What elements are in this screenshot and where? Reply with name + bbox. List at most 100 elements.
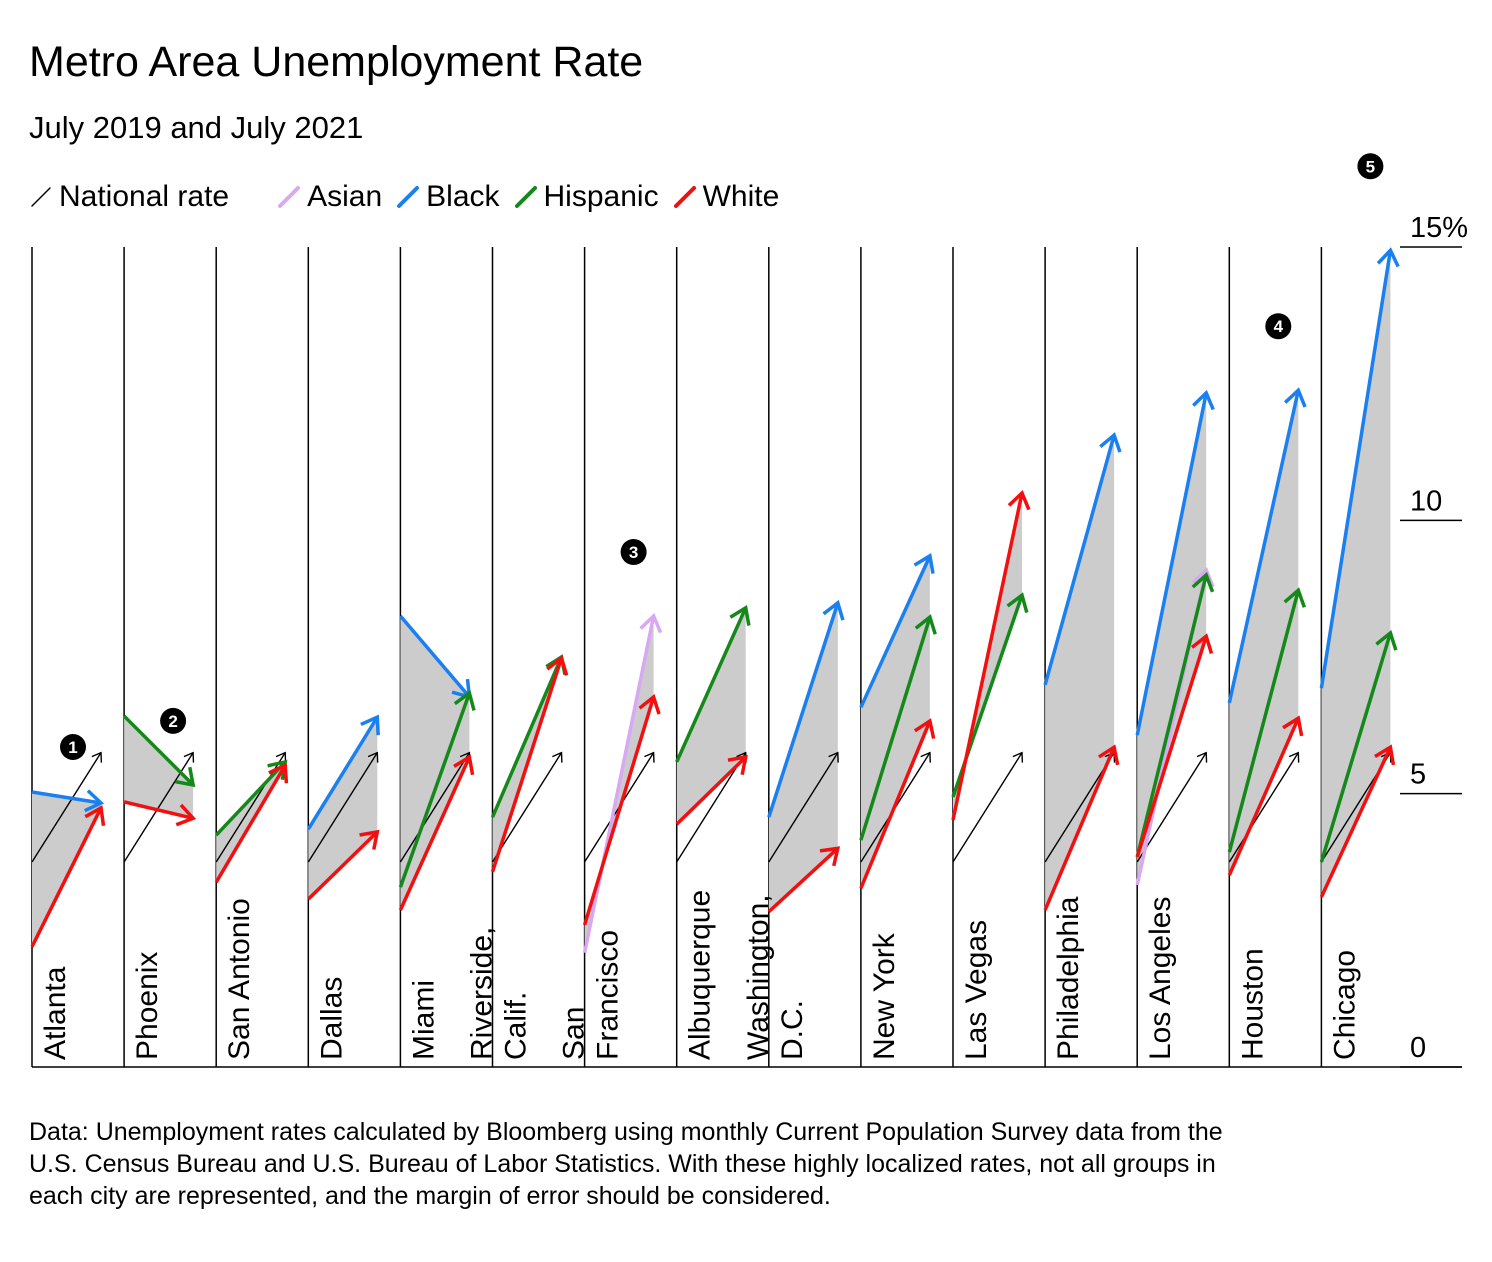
city-label-line: San (558, 1007, 591, 1060)
city-label-line: Albuquerque (684, 890, 717, 1060)
range-fill (1137, 392, 1207, 885)
city-panel: Los Angeles (1135, 247, 1215, 1067)
black-arrow (306, 716, 379, 831)
national-rate-arrow (123, 752, 194, 863)
hispanic-arrow-head (267, 759, 288, 781)
hispanic-arrow-head (914, 614, 937, 635)
black-arrow (31, 790, 102, 805)
annotation-badge (160, 707, 187, 734)
white-arrow-head (84, 805, 106, 826)
black-arrow (399, 614, 471, 699)
black-arrow (1227, 389, 1301, 704)
city-panel: Albuquerque (675, 247, 751, 1067)
city-label: Las Vegas (960, 920, 993, 1060)
hispanic-arrow (122, 714, 195, 787)
city-panel: 5 Chicago (1319, 153, 1400, 1067)
hispanic-arrow-head (1375, 629, 1398, 651)
national-rate-arrow (1228, 752, 1299, 863)
white-arrow-head (1374, 744, 1396, 766)
white-arrow (767, 847, 839, 914)
white-arrow-head (546, 655, 569, 676)
white-arrow-head (359, 829, 380, 850)
asian-arrow-head (639, 612, 663, 634)
city-label: Atlanta (39, 966, 72, 1060)
white-arrow-head (453, 754, 475, 776)
white-arrow (1319, 746, 1392, 898)
city-panel: Riverside,Calif. (466, 247, 569, 1067)
city-label-line: Las Vegas (960, 920, 993, 1060)
city-panel: 2 Phoenix (122, 247, 197, 1067)
national-rate-arrow-head (1196, 751, 1208, 763)
city-panel: Las Vegas (951, 247, 1031, 1067)
annotation-badge (60, 733, 86, 760)
hispanic-arrow (1319, 632, 1393, 863)
city-label: Dallas (315, 977, 348, 1060)
legend-label: Asian (307, 180, 383, 213)
legend: National rate Asian Black Hispanic White (29, 180, 793, 214)
hispanic-arrow-head (453, 690, 476, 711)
city-label: Houston (1236, 948, 1269, 1060)
city-label: Phoenix (131, 952, 164, 1060)
hispanic-arrow-head (1283, 587, 1306, 608)
city-label-line: New York (868, 932, 901, 1060)
city-label-line: Riverside, (466, 927, 499, 1060)
white-arrow (307, 830, 379, 901)
white-arrow (1135, 635, 1208, 858)
city-panel: Dallas (306, 247, 380, 1067)
black-arrow (767, 602, 840, 818)
annotation-badge (1265, 313, 1292, 340)
annotation-number: 1 (68, 738, 77, 757)
white-arrow (123, 800, 194, 820)
national-rate-arrow-head (552, 751, 563, 763)
city-label-line: Calif. (500, 992, 533, 1060)
city-label-line: D.C. (776, 1000, 809, 1060)
black-arrow-head (1376, 247, 1400, 268)
black-arrow-head (1283, 387, 1307, 408)
white-arrow (398, 756, 471, 911)
hispanic-arrow-head (1191, 571, 1215, 593)
annotation-badge (620, 539, 647, 565)
city-label: Chicago (1328, 950, 1361, 1060)
city-label: Philadelphia (1052, 896, 1085, 1060)
white-arrow-head (1007, 489, 1031, 511)
white-arrow-head (819, 846, 841, 867)
national-rate-arrow-head (828, 751, 839, 763)
national-rate-arrow (676, 752, 747, 863)
legend-item: White (673, 180, 780, 214)
asian-arrow (582, 615, 656, 954)
national-rate-arrow (491, 752, 563, 863)
city-label-line: Los Angeles (1144, 897, 1177, 1060)
range-fill (768, 602, 838, 912)
national-rate-arrow (399, 752, 470, 863)
hispanic-arrow-head (1006, 592, 1029, 614)
legend-item: Black (396, 180, 500, 214)
chart-subtitle: July 2019 and July 2021 (29, 110, 364, 145)
city-label-line: San Antonio (223, 898, 256, 1060)
hispanic-arrow-head (729, 604, 751, 626)
white-arrow (1043, 746, 1116, 911)
legend-item: National rate (29, 180, 229, 214)
city-panel: 3 SanFrancisco (558, 247, 663, 1067)
range-fill (860, 555, 930, 889)
hispanic-arrow-head (175, 766, 196, 788)
city-label-line: Houston (1236, 948, 1269, 1060)
city-panel: Philadelphia (1043, 247, 1122, 1067)
city-label: Miami (407, 980, 440, 1060)
hispanic-arrow (398, 692, 472, 888)
legend-label: White (702, 180, 780, 213)
city-panel: Washington,D.C. (742, 247, 845, 1067)
range-fill (1321, 250, 1391, 897)
city-label: San Antonio (223, 898, 256, 1060)
annotation-number: 2 (168, 712, 177, 731)
legend-label: Hispanic (543, 180, 659, 213)
city-label: New York (868, 932, 901, 1060)
legend-label: Black (426, 180, 500, 213)
asian-arrow-head (1191, 567, 1215, 588)
legend-swatch (278, 186, 301, 208)
white-arrow-head (268, 762, 289, 784)
city-panel: New York (859, 247, 937, 1067)
white-arrow (1227, 717, 1300, 876)
white-arrow-head (1190, 633, 1214, 654)
white-arrow (214, 764, 287, 884)
